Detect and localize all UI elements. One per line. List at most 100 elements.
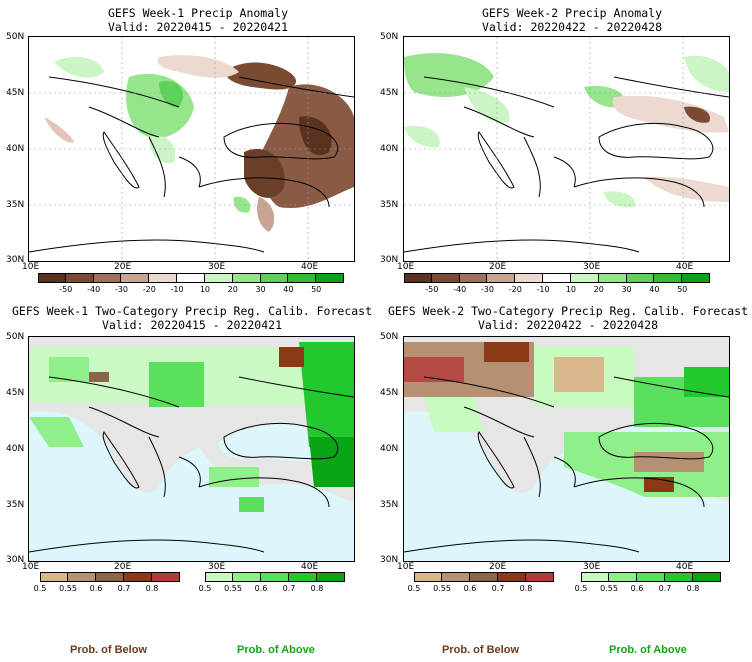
lon-tick: 10E [22,562,40,572]
below-colorbar: 0.5 0.55 0.6 0.7 0.8 [34,572,180,594]
colorbar-label: 40 [283,285,294,294]
lat-tick: 30N [6,255,25,265]
colorbar-swatch [665,572,693,582]
colorbar-swatch [288,273,317,283]
lat-tick: 35N [6,500,25,510]
colorbar-frame [581,572,721,582]
colorbar-swatch [96,572,124,582]
week2-anomaly-panel: GEFS Week-2 Precip Anomaly Valid: 202204… [376,0,752,300]
colorbar-label: -20 [508,285,522,294]
colorbar-swatch [404,273,432,283]
lat-tick: 35N [6,200,25,210]
colorbar-swatch [470,572,498,582]
panel-valid-dates: Valid: 20220415 - 20220421 [107,20,288,34]
colorbar-label: 0.7 [282,584,296,593]
lon-tick: 30E [208,562,226,572]
colorbar-label: 0.8 [519,584,533,593]
dry-anomaly-shading [44,55,354,232]
colorbar-swatch [570,273,599,283]
colorbar-swatch [442,572,470,582]
colorbar-label: 0.55 [600,584,618,593]
week2-anomaly-map [403,36,730,262]
colorbar-swatch [261,572,289,582]
lat-tick: 45N [6,388,25,398]
lat-tick: 40N [6,444,25,454]
colorbar-label: 30 [621,285,632,294]
panel-valid-dates: Valid: 20220422 - 20220428 [477,318,658,332]
colorbar-swatch [121,273,150,283]
panel-valid-dates: Valid: 20220415 - 20220421 [101,318,282,332]
week1-anomaly-map [28,36,355,262]
colorbar-swatch [515,273,544,283]
lat-tick: 30N [6,555,25,565]
colorbar-label: -20 [142,285,156,294]
lat-tick: 50N [6,332,25,342]
above-colorbar: 0.5 0.55 0.6 0.7 0.8 [199,572,345,594]
anomaly-colorbar: -50 -40 -30 -20 -10 10 20 30 40 50 [404,273,710,295]
lat-tick: 40N [6,144,25,154]
colorbar-label: -10 [536,285,550,294]
colorbar-label: 20 [593,285,604,294]
lon-tick: 40E [301,562,319,572]
colorbar-swatch [40,572,68,582]
lon-tick: 30E [583,562,601,572]
colorbar-swatch [498,572,526,582]
colorbar-swatch [65,273,94,283]
colorbar-label: 0.7 [658,584,672,593]
colorbar-label: 10 [199,285,210,294]
colorbar-swatch [204,273,233,283]
colorbar-swatch [233,572,261,582]
panel-valid-dates: Valid: 20220422 - 20220428 [481,20,662,34]
colorbar-swatch [93,273,122,283]
colorbar-label: 0.55 [433,584,451,593]
colorbar-label: -50 [425,285,439,294]
week2-probability-map [403,336,730,562]
colorbar-swatch [289,572,317,582]
colorbar-swatch [205,572,233,582]
colorbar-label: 10 [565,285,576,294]
colorbar-label: 0.5 [574,584,588,593]
colorbar-label: -10 [170,285,184,294]
colorbar-swatch [431,273,460,283]
lon-tick: 10E [397,262,415,272]
colorbar-label: 0.6 [463,584,477,593]
prob-above-label: Prob. of Above [237,644,315,656]
lat-tick: 45N [380,88,399,98]
colorbar-label: -40 [453,285,467,294]
lon-tick: 40E [676,262,694,272]
lat-tick: 40N [380,144,399,154]
colorbar-label: 0.6 [630,584,644,593]
lat-tick: 35N [380,500,399,510]
colorbar-swatch [38,273,66,283]
colorbar-label: 50 [311,285,322,294]
lon-tick: 20E [489,262,507,272]
lon-tick: 20E [114,562,132,572]
colorbar-frame [40,572,180,582]
colorbar-label: 0.5 [33,584,47,593]
colorbar-swatch [177,273,205,283]
colorbar-frame [404,273,710,283]
wet-anomaly-shading [54,56,251,213]
colorbar-swatch [414,572,442,582]
colorbar-label: -50 [59,285,73,294]
colorbar-label: 0.7 [117,584,131,593]
lat-tick: 45N [6,88,25,98]
colorbar-swatch [124,572,152,582]
lon-tick: 40E [676,562,694,572]
prob-above-label: Prob. of Above [609,644,687,656]
colorbar-label: 0.5 [407,584,421,593]
colorbar-swatch [487,273,516,283]
colorbar-swatch [609,572,637,582]
week1-probability-map [28,336,355,562]
lat-tick: 30N [380,255,399,265]
lat-tick: 45N [380,388,399,398]
below-colorbar: 0.5 0.55 0.6 0.7 0.8 [408,572,554,594]
prob-below-label: Prob. of Below [442,644,519,656]
colorbar-label: 0.7 [491,584,505,593]
panel-title: GEFS Week-1 Two-Category Precip Reg. Cal… [11,304,373,318]
colorbar-frame [38,273,344,283]
colorbar-label: 30 [255,285,266,294]
colorbar-label: 0.8 [145,584,159,593]
prob-below-label: Prob. of Below [70,644,147,656]
lat-tick: 50N [6,32,25,42]
